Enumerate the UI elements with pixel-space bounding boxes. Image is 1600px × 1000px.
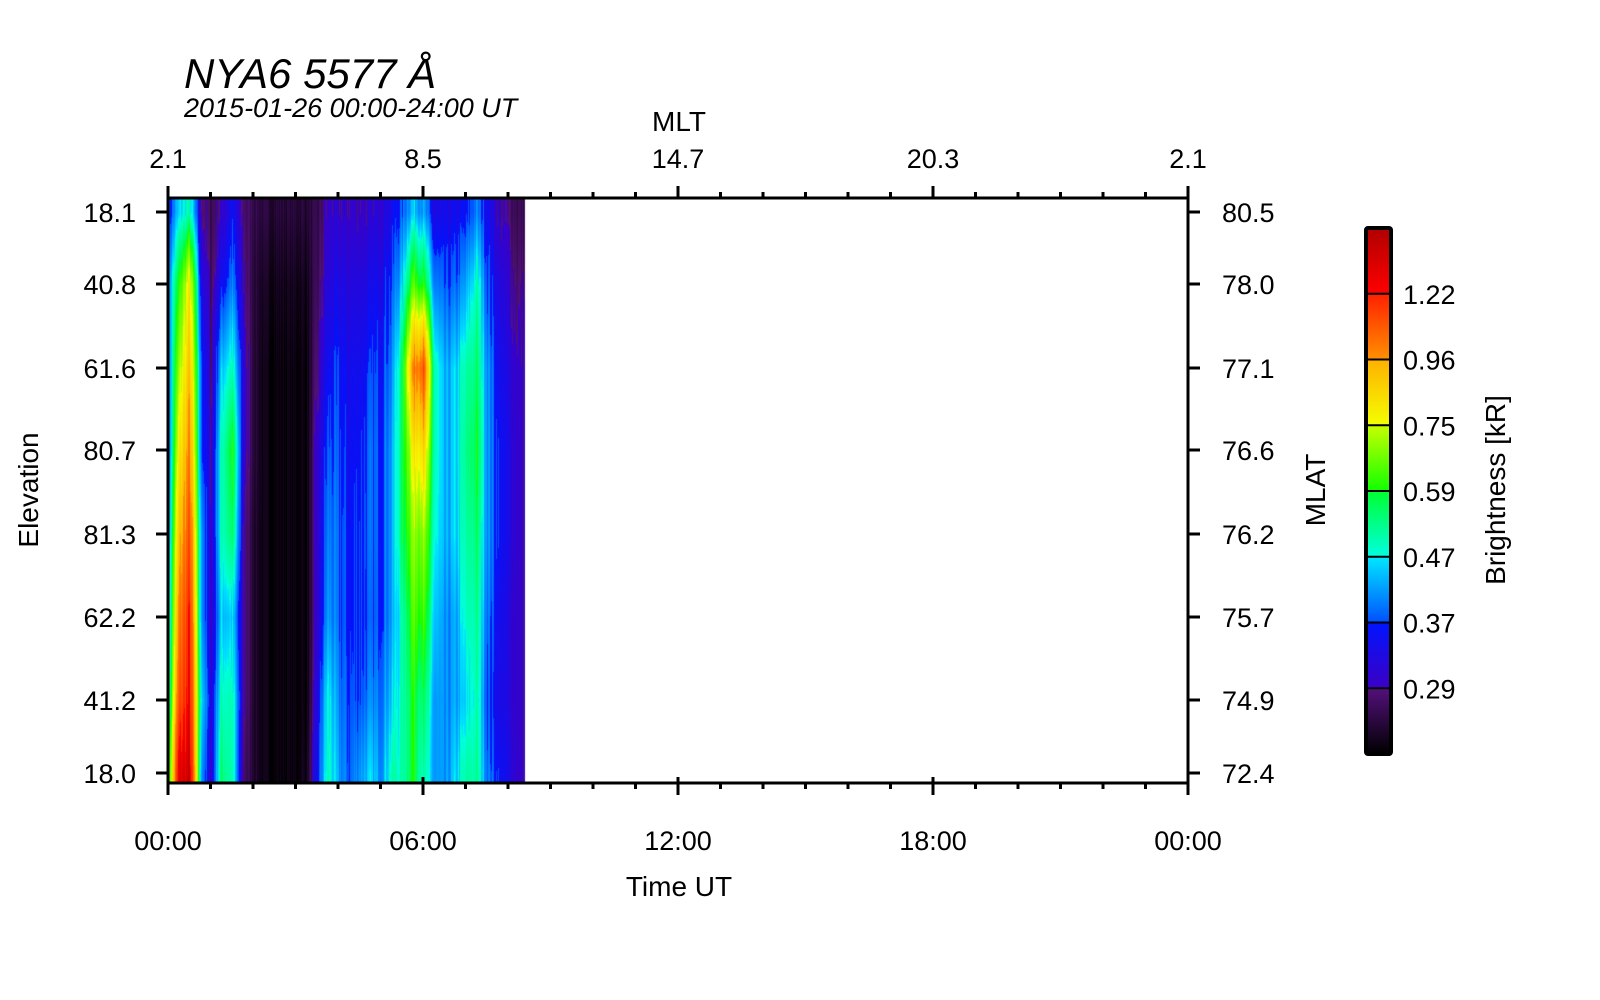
colorbar-segment [1366,293,1391,360]
colorbar-frame [1364,226,1393,756]
y-tick-label-right: 78.0 [1222,270,1275,300]
colorbar-tick-label: 0.47 [1403,543,1456,573]
chart-subtitle: 2015-01-26 00:00-24:00 UT [183,93,520,123]
colorbar-tick-label: 0.96 [1403,346,1456,376]
keogram-heatmap [168,198,1188,783]
colorbar-tick-label: 0.75 [1403,411,1456,441]
x-tick-label: 18:00 [899,826,967,856]
colorbar-segment [1366,622,1391,689]
y-tick-label-left: 40.8 [83,270,136,300]
y-tick-label-right: 72.4 [1222,759,1275,789]
colorbar-segment [1366,556,1391,623]
y-tick-label-left: 18.0 [83,759,136,789]
y-tick-label-left: 80.7 [83,436,136,466]
y-tick-label-left: 62.2 [83,603,136,633]
colorbar: 0.29 0.37 0.47 0.59 0.75 0.96 1.22 [1364,226,1456,756]
y-tick-label-right: 77.1 [1222,354,1275,384]
colorbar-tick-label: 0.37 [1403,609,1456,639]
y-axis-label-right: MLAT [1300,454,1331,527]
top-tick-label: 2.1 [1169,144,1207,174]
y-tick-label-left: 18.1 [83,198,136,228]
top-tick-label: 8.5 [404,144,442,174]
x-tick-label: 00:00 [134,826,202,856]
colorbar-label: Brightness [kR] [1480,395,1511,585]
colorbar-tick-label: 0.59 [1403,477,1456,507]
x-tick-label: 06:00 [389,826,457,856]
colorbar-tick-label: 0.29 [1403,674,1456,704]
y-axis-label-left: Elevation [13,432,44,547]
top-tick-label: 20.3 [907,144,960,174]
colorbar-segment [1366,688,1391,754]
colorbar-segment [1366,491,1391,557]
top-tick-label: 2.1 [149,144,187,174]
plot-frame [166,196,1190,785]
y-tick-label-left: 41.2 [83,686,136,716]
colorbar-segment [1366,228,1391,294]
x-tick-label: 00:00 [1154,826,1222,856]
y-tick-label-left: 81.3 [83,520,136,550]
colorbar-segment [1366,359,1391,426]
y-tick-label-right: 75.7 [1222,603,1275,633]
y-tick-label-right: 76.6 [1222,436,1275,466]
y-tick-label-right: 74.9 [1222,686,1275,716]
y-tick-label-right: 80.5 [1222,198,1275,228]
y-tick-label-right: 76.2 [1222,520,1275,550]
top-axis-label: MLT [652,106,706,137]
colorbar-tick-label: 1.22 [1403,280,1456,310]
x-axis-label: Time UT [626,871,732,902]
colorbar-segment [1366,425,1391,491]
top-tick-label: 14.7 [652,144,705,174]
axes: 00:00 2.1 06:00 8.5 12:00 14.7 18:00 20.3 00:00 2… [83,144,1274,856]
y-tick-label-left: 61.6 [83,354,136,384]
chart-title: NYA6 5577 Å [184,50,436,97]
x-tick-label: 12:00 [644,826,712,856]
